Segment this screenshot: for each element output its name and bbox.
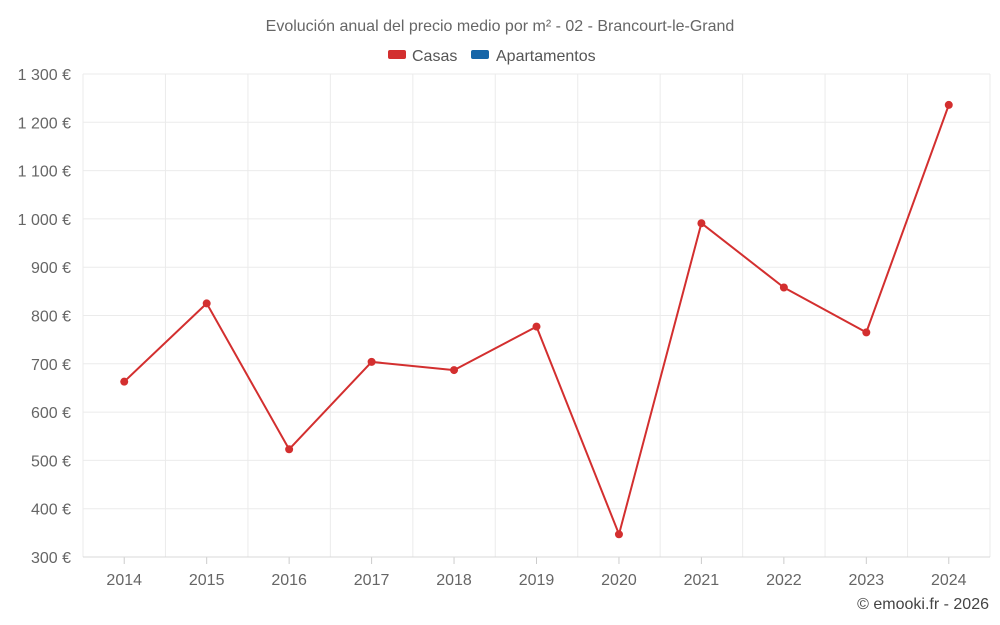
y-tick-label: 1 200 €: [18, 115, 71, 132]
x-tick-label: 2023: [849, 572, 885, 589]
x-tick-label: 2020: [601, 572, 637, 589]
y-tick-label: 400 €: [31, 502, 71, 519]
y-tick-label: 1 300 €: [18, 67, 71, 84]
chart-title: Evolución anual del precio medio por m² …: [266, 18, 735, 35]
data-point-casas-2019[interactable]: [532, 322, 541, 331]
y-tick-label: 900 €: [31, 260, 71, 277]
x-tick-label: 2014: [106, 572, 142, 589]
x-tick-label: 2019: [519, 572, 555, 589]
x-tick-label: 2018: [436, 572, 472, 589]
x-tick-label: 2021: [684, 572, 720, 589]
data-point-casas-2023[interactable]: [862, 328, 871, 337]
x-tick-label: 2022: [766, 572, 802, 589]
legend-label-casas: Casas: [412, 48, 457, 65]
data-point-casas-2014[interactable]: [120, 377, 129, 386]
legend-label-apartamentos: Apartamentos: [496, 48, 596, 65]
x-axis-ticks: 2014 2015 2016 2017 2018 2019 2020 2021 2022 2023…: [106, 557, 967, 589]
legend-item-casas[interactable]: Casas: [388, 48, 457, 65]
y-tick-label: 700 €: [31, 357, 71, 374]
x-gridlines: [82, 74, 991, 557]
data-point-casas-2015[interactable]: [202, 299, 211, 308]
y-gridlines: [83, 73, 990, 510]
data-point-casas-2016[interactable]: [285, 445, 294, 454]
y-tick-label: 600 €: [31, 405, 71, 422]
data-point-casas-2017[interactable]: [367, 357, 376, 366]
legend-swatch-casas: [388, 50, 406, 59]
data-point-casas-2020[interactable]: [614, 530, 623, 539]
data-point-casas-2022[interactable]: [779, 283, 788, 292]
y-tick-label: 1 000 €: [18, 212, 71, 229]
legend: Casas Apartamentos: [388, 48, 596, 65]
x-tick-label: 2024: [931, 572, 967, 589]
y-tick-label: 800 €: [31, 309, 71, 326]
legend-swatch-apartamentos: [471, 50, 489, 59]
x-tick-label: 2015: [189, 572, 225, 589]
credit-text: © emooki.fr - 2026: [857, 596, 989, 613]
series-layer: [120, 100, 953, 539]
y-tick-label: 500 €: [31, 453, 71, 470]
data-point-casas-2018[interactable]: [450, 366, 459, 375]
y-tick-label: 1 100 €: [18, 164, 71, 181]
legend-item-apartamentos[interactable]: Apartamentos: [471, 48, 596, 65]
x-tick-label: 2017: [354, 572, 390, 589]
y-axis-ticks: 300 € 400 € 500 € 600 € 700 € 800 € 900 € 1 000…: [18, 67, 71, 567]
y-tick-label: 300 €: [31, 550, 71, 567]
x-tick-label: 2016: [271, 572, 307, 589]
data-point-casas-2021[interactable]: [697, 219, 706, 228]
data-point-casas-2024[interactable]: [944, 100, 953, 109]
